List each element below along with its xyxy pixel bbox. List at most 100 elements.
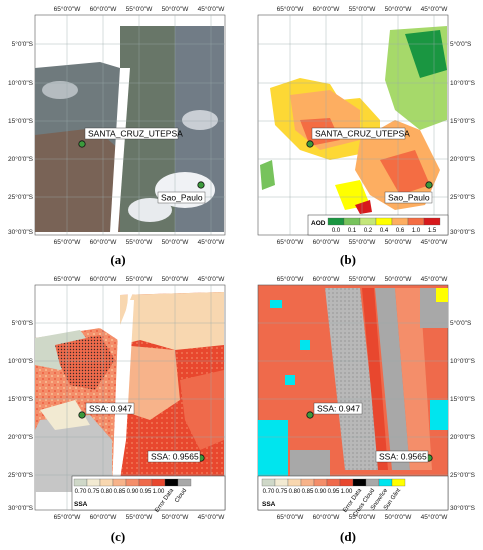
legend-value: 0.0 bbox=[332, 228, 341, 234]
lon-tick-label: 65°0'0"W bbox=[277, 275, 305, 283]
lat-tick-label: 25°0'0"S bbox=[450, 471, 476, 479]
legend-value: 0.90 bbox=[127, 489, 139, 495]
site-marker-santa-cruz bbox=[306, 140, 314, 148]
lon-tick-label: 65°0'0"W bbox=[54, 513, 82, 521]
lat-tick-label: 5°0'0"S bbox=[12, 319, 34, 327]
ssa-band-high bbox=[362, 288, 388, 470]
legend-title: SSA bbox=[262, 501, 276, 508]
ssa-patch-high bbox=[180, 370, 224, 450]
site-label-box bbox=[375, 450, 429, 463]
panel-c-map: SSA: 0.947 SSA: 0.9565 SSA 0.70 0.75 0.80 0… bbox=[34, 284, 226, 514]
legend-swatch bbox=[343, 217, 361, 226]
legend-swatch bbox=[112, 478, 127, 487]
snow-ice-patch bbox=[300, 340, 310, 350]
legend-title: AOD bbox=[311, 220, 326, 227]
site-label: Sao_Paulo bbox=[161, 193, 203, 203]
legend-value: 0.80 bbox=[101, 489, 113, 495]
legend-swatch bbox=[274, 478, 289, 487]
legend-value: 0.70 bbox=[263, 489, 275, 495]
aod-legend: AOD 0.0 0.1 0.2 0.4 0.6 1.0 1.5 bbox=[307, 214, 449, 236]
legend-swatch bbox=[375, 217, 393, 226]
panel-label: (c) bbox=[111, 529, 125, 544]
lat-tick-label: 10°0'0"S bbox=[450, 357, 476, 365]
site-label: SSA: 0.947 bbox=[89, 404, 132, 414]
lon-tick-label: 55°0'0"W bbox=[126, 513, 154, 521]
site-label: SANTA_CRUZ_UTEPSA bbox=[88, 129, 183, 139]
lon-tick-label: 60°0'0"W bbox=[90, 238, 118, 246]
lon-tick-label: 50°0'0"W bbox=[385, 275, 413, 283]
snow-ice-patch bbox=[258, 420, 288, 480]
lat-tick-label: 15°0'0"S bbox=[8, 117, 34, 125]
legend-swatch bbox=[339, 478, 354, 487]
site-label-box bbox=[313, 402, 363, 415]
site-marker-sao-paulo bbox=[425, 181, 433, 189]
legend-value: 0.90 bbox=[315, 489, 327, 495]
legend-swatch bbox=[99, 478, 114, 487]
lat-tick-label: 30°0'0"S bbox=[8, 504, 34, 512]
lon-tick-label: 65°0'0"W bbox=[277, 5, 305, 13]
site-marker-santa-cruz bbox=[78, 411, 86, 419]
snow-ice-patch bbox=[285, 375, 295, 385]
ssa-band-mid bbox=[395, 288, 432, 470]
lon-tick-label: 45°0'0"W bbox=[421, 238, 449, 246]
legend-swatch bbox=[326, 478, 341, 487]
site-label-box bbox=[311, 127, 406, 140]
legend-swatch bbox=[300, 478, 315, 487]
legend-value: 1.00 bbox=[153, 489, 165, 495]
lat-tick-label: 15°0'0"S bbox=[450, 117, 476, 125]
land-surface-brown bbox=[35, 128, 120, 232]
lon-tick-label: 50°0'0"W bbox=[162, 513, 190, 521]
lat-tick-label: 15°0'0"S bbox=[450, 395, 476, 403]
lon-tick-label: 55°0'0"W bbox=[349, 513, 377, 521]
panel-a-map: SANTA_CRUZ_UTEPSA Sao_Paulo bbox=[34, 14, 226, 236]
site-label: SSA: 0.947 bbox=[317, 404, 360, 414]
legend-value: 0.2 bbox=[364, 228, 373, 234]
legend-swatch bbox=[423, 217, 441, 226]
lat-tick-label: 20°0'0"S bbox=[8, 155, 34, 163]
site-label: SANTA_CRUZ_UTEPSA bbox=[315, 129, 410, 139]
legend-value: 1.0 bbox=[412, 228, 421, 234]
legend-value: 0.70 bbox=[75, 489, 87, 495]
lon-tick-label: 50°0'0"W bbox=[385, 238, 413, 246]
swath-gap bbox=[110, 68, 130, 232]
legend-swatch bbox=[125, 478, 140, 487]
panel-label: (b) bbox=[340, 252, 356, 267]
ssa-patch-light bbox=[120, 292, 224, 350]
legend-value: 0.75 bbox=[276, 489, 288, 495]
site-label-box bbox=[157, 191, 206, 204]
lat-tick-label: 10°0'0"S bbox=[8, 79, 34, 87]
site-label: SSA: 0.9565 bbox=[151, 452, 199, 462]
snow-ice-patch bbox=[430, 400, 448, 430]
legend-swatch bbox=[261, 478, 276, 487]
legend-value: 0.1 bbox=[348, 228, 357, 234]
legend-swatch bbox=[391, 478, 406, 487]
lon-tick-label: 50°0'0"W bbox=[385, 5, 413, 13]
site-label-box bbox=[85, 402, 135, 415]
lon-tick-label: 60°0'0"W bbox=[313, 275, 341, 283]
lon-tick-label: 55°0'0"W bbox=[126, 5, 154, 13]
panel-label: (a) bbox=[110, 252, 125, 267]
legend-swatch bbox=[365, 478, 380, 487]
lat-tick-label: 10°0'0"S bbox=[450, 79, 476, 87]
legend-swatch bbox=[391, 217, 409, 226]
cloud-area bbox=[35, 415, 112, 492]
lon-tick-label: 65°0'0"W bbox=[277, 238, 305, 246]
legend-swatch bbox=[359, 217, 377, 226]
cloud-patch bbox=[182, 110, 218, 130]
legend-value: 0.6 bbox=[396, 228, 405, 234]
graticule bbox=[258, 322, 448, 476]
lat-tick-label: 5°0'0"S bbox=[12, 40, 34, 48]
legend-swatch bbox=[313, 478, 328, 487]
lon-tick-label: 45°0'0"W bbox=[421, 5, 449, 13]
legend-swatch bbox=[352, 478, 367, 487]
cross-cloud-band bbox=[375, 288, 410, 470]
site-marker-sao-paulo bbox=[197, 181, 205, 189]
legend-value: 0.80 bbox=[289, 489, 301, 495]
lat-tick-label: 5°0'0"S bbox=[450, 40, 472, 48]
legend-value: 0.75 bbox=[88, 489, 100, 495]
lat-tick-label: 25°0'0"S bbox=[450, 193, 476, 201]
aod-patch-low bbox=[260, 160, 275, 190]
legend-value: 0.95 bbox=[328, 489, 340, 495]
